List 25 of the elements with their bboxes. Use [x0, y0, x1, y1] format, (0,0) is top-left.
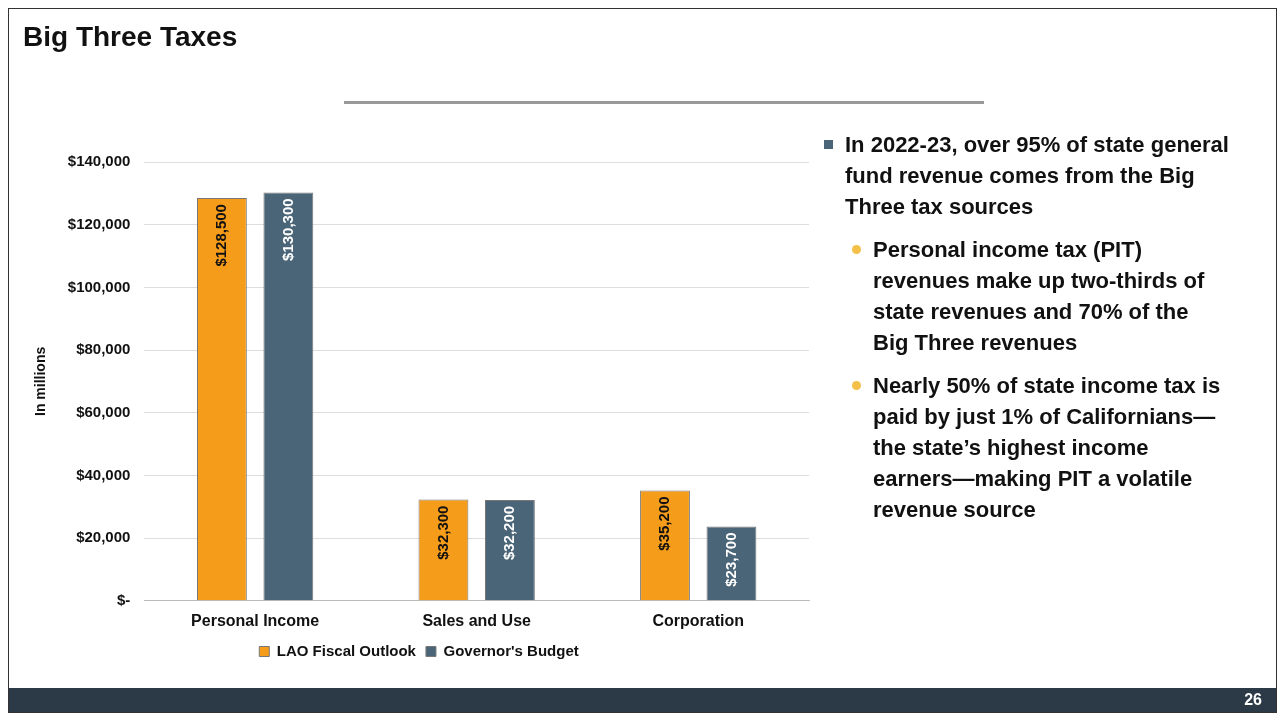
y-tick-label: $20,000	[76, 528, 131, 546]
x-tick-label: Corporation	[652, 611, 744, 629]
data-label: $32,200	[500, 505, 518, 561]
chart-title: Big Three Taxes	[23, 21, 238, 53]
x-tick-label: Sales and Use	[422, 611, 532, 629]
data-label: $130,300	[278, 198, 296, 261]
data-label: $32,300	[433, 505, 451, 560]
text: Nearly 50% of state income tax is paid by just 1% of Californians—the state’s highest income earners—making PIT a volatile revenue source	[873, 372, 1222, 524]
y-axis-title: In millions	[32, 346, 49, 417]
y-tick-label: $-	[117, 590, 131, 608]
data-label: $35,200	[655, 496, 673, 551]
text: 26	[1244, 691, 1262, 709]
y-tick-label: $140,000	[67, 152, 131, 170]
text: Personal income tax (PIT) revenues make up two-thirds of state revenues and 70% of the Big Three revenues	[873, 236, 1206, 357]
legend-label: LAO Fiscal Outlook	[276, 641, 417, 659]
x-tick-label: Personal Income	[191, 611, 320, 629]
data-label: $23,700	[721, 532, 739, 587]
legend-label: Governor's Budget	[443, 641, 579, 659]
y-tick-label: $80,000	[76, 340, 131, 358]
data-label: $128,500	[212, 204, 230, 267]
y-tick-label: $60,000	[76, 402, 131, 420]
text: In 2022-23, over 95% of state general fund revenue comes from the Big Three tax sources	[845, 131, 1229, 221]
y-tick-label: $40,000	[76, 465, 131, 483]
y-tick-label: $100,000	[67, 277, 131, 295]
y-tick-label: $120,000	[67, 214, 131, 232]
